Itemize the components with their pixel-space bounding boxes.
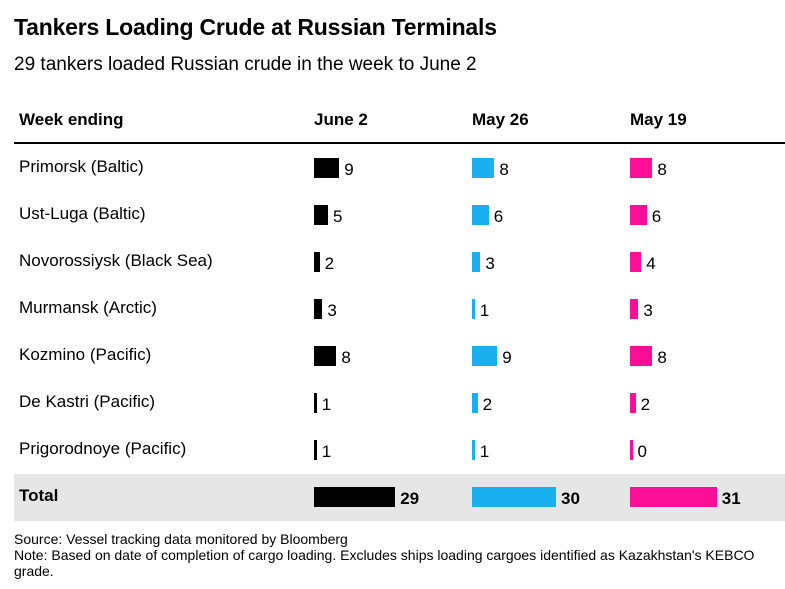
row-label-prigorodnoye-pacific: Prigorodnoye (Pacific) xyxy=(19,439,187,458)
source-note: Source: Vessel tracking data monitored b… xyxy=(14,531,348,547)
value-label-june-2: 8 xyxy=(341,348,351,367)
table-row: Kozmino (Pacific) 8 9 8 xyxy=(14,333,785,380)
row-label-de-kastri-pacific: De Kastri (Pacific) xyxy=(19,392,156,411)
value-label-may-19: 8 xyxy=(657,160,667,179)
value-label-june-2: 2 xyxy=(324,254,335,273)
bar-june-2 xyxy=(314,205,328,225)
row-label-kozmino-pacific: Kozmino (Pacific) xyxy=(19,345,152,364)
row-label-novorossiysk-black-sea: Novorossiysk (Black Sea) xyxy=(19,251,213,270)
value-label-may-19: 6 xyxy=(651,207,662,226)
bar-may-26 xyxy=(472,158,495,178)
bar-may-19 xyxy=(630,205,647,225)
bar-may-26 xyxy=(472,346,498,366)
bar-june-2 xyxy=(314,487,396,507)
bar-june-2 xyxy=(314,158,340,178)
column-header-june-2: June 2 xyxy=(314,110,368,129)
bar-may-26 xyxy=(472,487,556,507)
bar-may-19 xyxy=(630,346,653,366)
value-label-may-26: 30 xyxy=(561,489,580,508)
row-label-primorsk-baltic: Primorsk (Baltic) xyxy=(19,157,144,176)
value-label-june-2: 3 xyxy=(327,301,337,320)
chart-subtitle: 29 tankers loaded Russian crude in the w… xyxy=(14,54,477,75)
chart-title: Tankers Loading Crude at Russian Termina… xyxy=(14,14,497,40)
column-header-may-26: May 26 xyxy=(472,110,529,129)
value-label-may-26: 2 xyxy=(482,395,493,414)
value-label-june-2: 1 xyxy=(321,395,332,414)
value-label-june-2: 29 xyxy=(400,489,420,508)
bar-may-19 xyxy=(630,252,642,272)
bar-may-26 xyxy=(472,252,481,272)
row-label-ust-luga-baltic: Ust-Luga (Baltic) xyxy=(19,204,146,223)
value-label-june-2: 5 xyxy=(333,207,343,226)
bar-may-26 xyxy=(472,393,478,413)
table-row: De Kastri (Pacific) 1 2 2 xyxy=(14,380,785,427)
bar-june-2 xyxy=(314,440,317,460)
table-row: Prigorodnoye (Pacific) 1 1 0 xyxy=(14,427,785,474)
bar-may-19 xyxy=(630,299,639,319)
value-label-may-19: 8 xyxy=(657,348,667,367)
bar-june-2 xyxy=(314,299,323,319)
bar-may-26 xyxy=(472,299,475,319)
bar-may-26 xyxy=(472,440,475,460)
value-label-june-2: 1 xyxy=(321,442,332,461)
row-label-header: Week ending xyxy=(19,110,124,129)
column-header-may-19: May 19 xyxy=(630,110,687,129)
value-label-may-19: 0 xyxy=(637,442,647,461)
value-label-may-19: 3 xyxy=(643,301,653,320)
bar-june-2 xyxy=(314,252,320,272)
table-row: Ust-Luga (Baltic) 5 6 6 xyxy=(14,192,785,239)
footnote: Note: Based on date of completion of car… xyxy=(14,547,755,579)
bar-june-2 xyxy=(314,346,337,366)
footer: Source: Vessel tracking data monitored b… xyxy=(14,531,774,579)
value-label-may-26: 9 xyxy=(502,348,512,367)
value-label-may-19: 31 xyxy=(721,489,741,508)
row-label-murmansk-arctic: Murmansk (Arctic) xyxy=(19,298,157,317)
value-label-june-2: 9 xyxy=(344,160,354,179)
bar-may-19 xyxy=(630,158,653,178)
table-row: Murmansk (Arctic) 3 1 3 xyxy=(14,286,785,333)
table-row: Primorsk (Baltic) 9 8 8 xyxy=(14,145,785,192)
value-label-may-26: 3 xyxy=(485,254,495,273)
header-rule xyxy=(14,142,785,144)
bar-may-19 xyxy=(630,440,633,460)
total-label: Total xyxy=(19,486,59,505)
bar-may-19 xyxy=(630,393,636,413)
value-label-may-26: 8 xyxy=(499,160,509,179)
value-label-may-19: 2 xyxy=(640,395,651,414)
value-label-may-26: 1 xyxy=(479,301,490,320)
value-label-may-26: 1 xyxy=(479,442,490,461)
bar-june-2 xyxy=(314,393,317,413)
bar-may-19 xyxy=(630,487,717,507)
value-label-may-19: 4 xyxy=(646,254,656,273)
value-label-may-26: 6 xyxy=(493,207,504,226)
table-row: Novorossiysk (Black Sea) 2 3 4 xyxy=(14,239,785,286)
total-row: Total 29 30 31 xyxy=(14,474,785,521)
bar-may-26 xyxy=(472,205,489,225)
